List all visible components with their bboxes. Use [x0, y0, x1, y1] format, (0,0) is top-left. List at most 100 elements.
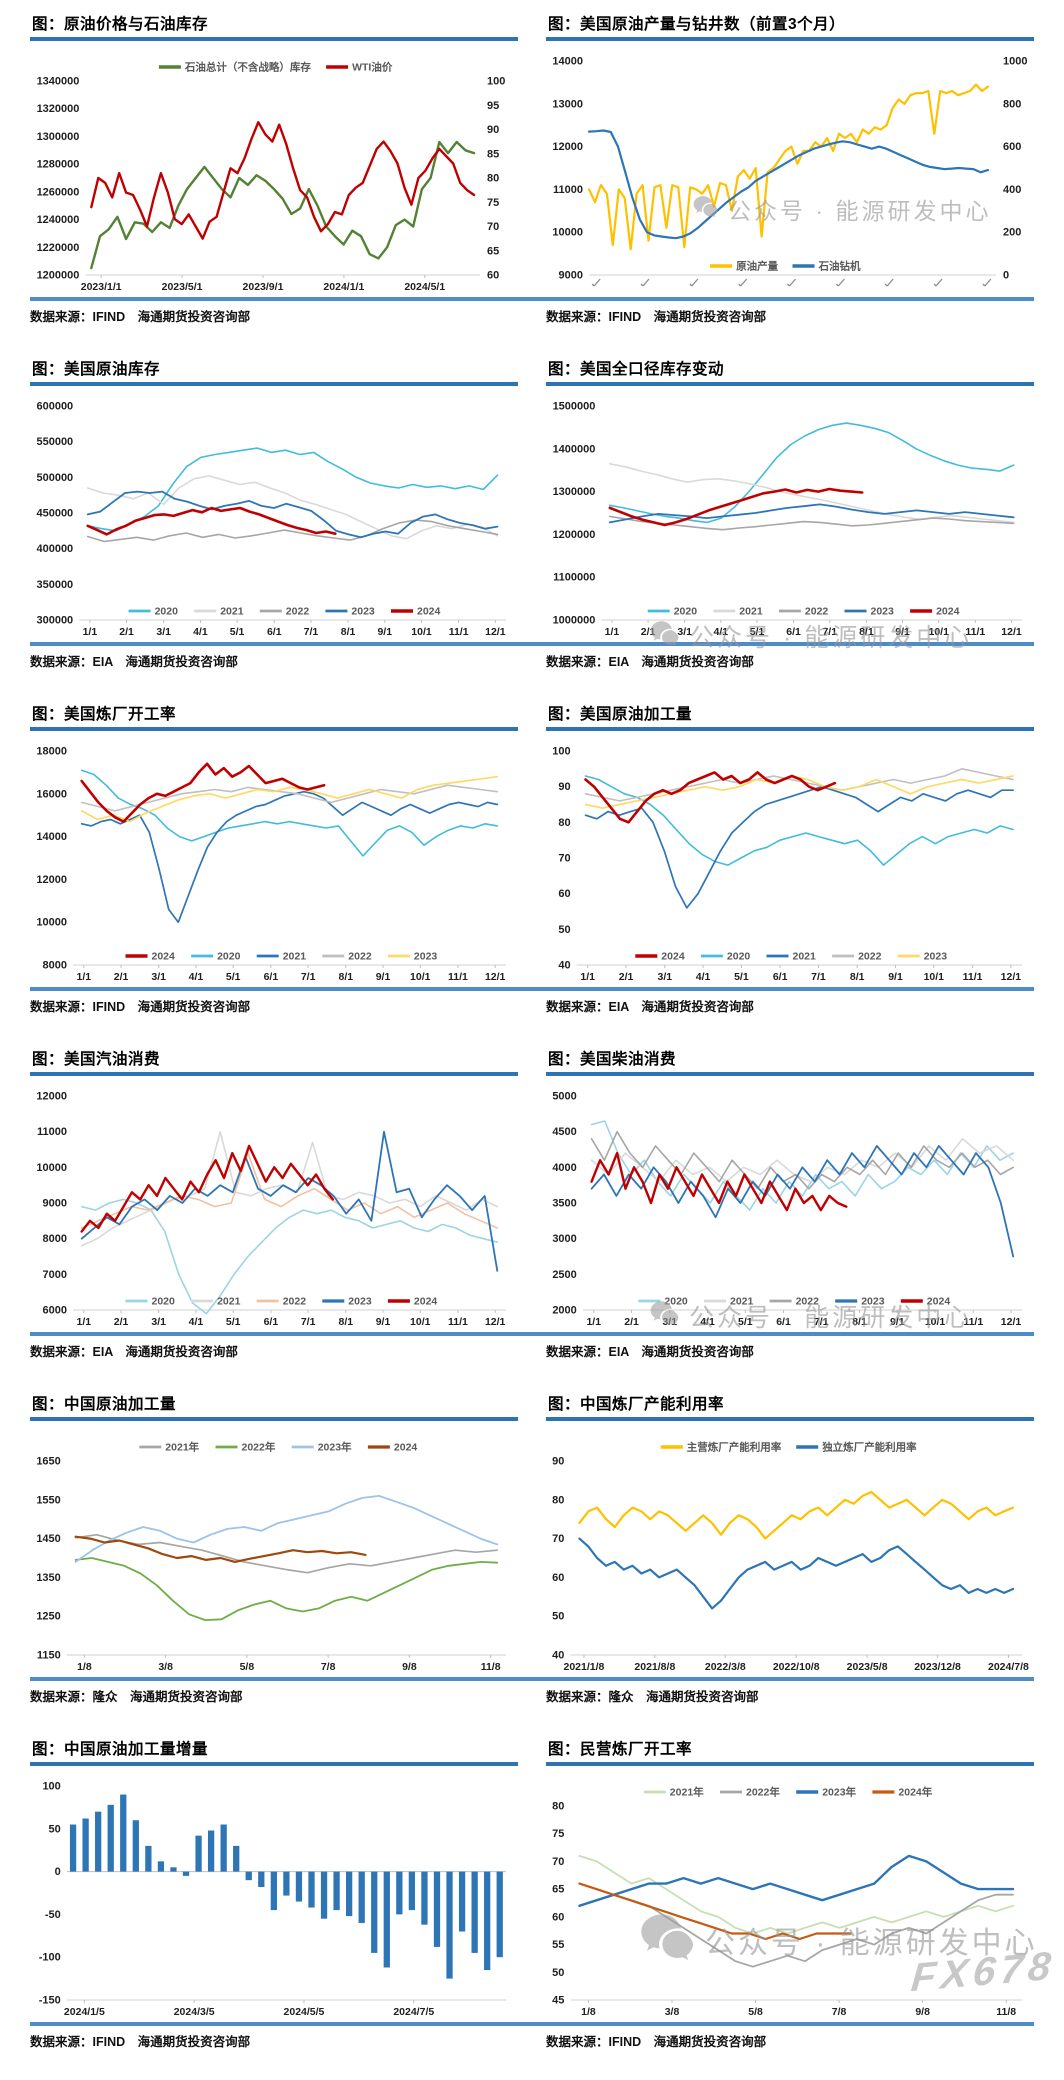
- svg-text:2023: 2023: [924, 951, 948, 963]
- svg-text:2024: 2024: [417, 606, 441, 618]
- x-axis-labels: 1/1 2/1 3/1 4/1 5/1 6/1 7/1 8/1 9/1 10/1 11/1 12/1: [77, 965, 506, 983]
- svg-text:11/1: 11/1: [963, 971, 983, 983]
- y-axis-left-labels: 12000 11000 10000 9000 8000 7000 6000: [36, 1091, 67, 1317]
- data-source: 数据来源：IFIND 海通期货投资咨询部: [30, 310, 251, 324]
- x-axis-rotated-ticks: [591, 278, 992, 287]
- svg-text:2024: 2024: [936, 606, 960, 618]
- source-divider-bar: [30, 297, 1034, 301]
- svg-text:2023/12/8: 2023/12/8: [914, 1661, 961, 1673]
- series-2020: [80, 769, 499, 857]
- svg-text:1450: 1450: [36, 1533, 60, 1545]
- chart-title: 图：美国原油产量与钻井数（前置3个月）: [546, 10, 1034, 41]
- svg-text:7/1: 7/1: [301, 971, 316, 983]
- y-axis-right-labels: 1000 800 600 400 200 0: [1003, 56, 1027, 282]
- source-row: 数据来源：EIA 海通期货投资咨询部 数据来源：EIA 海通期货投资咨询部: [30, 646, 1034, 670]
- svg-text:2023: 2023: [871, 606, 895, 618]
- svg-text:1/8: 1/8: [581, 2006, 596, 2018]
- chart-row-2: 图：美国原油库存 600000 550000 500000 450000 400000 35…: [30, 355, 1034, 640]
- svg-text:14000: 14000: [36, 831, 67, 843]
- svg-text:3/1: 3/1: [662, 1316, 677, 1328]
- svg-text:1650: 1650: [36, 1456, 60, 1468]
- series-2022: [80, 1152, 499, 1229]
- svg-text:10/1: 10/1: [410, 1316, 431, 1328]
- source-divider-bar: [30, 1332, 1034, 1336]
- chart-us-crude-runs: 图：美国原油加工量 100 90 80 70 60 50 40 1/1 2/1 3/1 4/1 5/1 6…: [546, 700, 1034, 985]
- svg-text:50: 50: [552, 1967, 564, 1979]
- svg-text:2/1: 2/1: [624, 1316, 639, 1328]
- svg-text:2020: 2020: [664, 1296, 688, 1308]
- svg-text:7/1: 7/1: [814, 1316, 829, 1328]
- svg-text:11/8: 11/8: [996, 2006, 1016, 2018]
- svg-text:2024: 2024: [927, 1296, 951, 1308]
- svg-text:石油总计（不含战略）库存: 石油总计（不含战略）库存: [184, 61, 311, 74]
- svg-text:9/8: 9/8: [402, 1661, 417, 1673]
- charts-grid: 图：原油价格与石油库存 1340000 1320000 1300000 1280000 1…: [30, 10, 1034, 2050]
- svg-text:2023: 2023: [414, 951, 438, 963]
- svg-text:2024/7/5: 2024/7/5: [393, 2006, 434, 2018]
- svg-text:11000: 11000: [37, 1126, 67, 1138]
- svg-text:11/1: 11/1: [965, 626, 985, 638]
- svg-text:70: 70: [552, 1856, 564, 1868]
- x-axis-labels: 1/1 2/1 3/1 4/1 5/1 6/1 7/1 8/1 9/1 10/1 11/1 12/1: [77, 1310, 506, 1328]
- svg-text:350000: 350000: [36, 579, 73, 591]
- series-原油产量: [587, 83, 989, 251]
- svg-text:1300000: 1300000: [37, 131, 80, 143]
- legend: 主营炼厂产能利用率 独立炼厂产能利用率: [660, 1441, 917, 1454]
- svg-text:11/1: 11/1: [448, 971, 468, 983]
- y-axis-left-labels: 5000 4500 4000 3500 3000 2500 2000: [552, 1091, 576, 1317]
- svg-text:1250: 1250: [36, 1611, 60, 1623]
- svg-text:2000: 2000: [552, 1305, 576, 1317]
- svg-text:600: 600: [1003, 141, 1021, 153]
- series-2024年: [578, 1882, 852, 1941]
- svg-text:9/8: 9/8: [915, 2006, 930, 2018]
- svg-text:16000: 16000: [36, 788, 67, 800]
- x-axis-labels: 1/1 2/1 3/1 4/1 5/1 6/1 7/1 8/1 9/1 10/1 11/1 12/1: [83, 620, 506, 638]
- svg-text:2020: 2020: [155, 606, 179, 618]
- series-2020: [86, 447, 499, 532]
- series-独立炼厂产能利用率: [578, 1537, 1015, 1610]
- svg-text:450000: 450000: [36, 508, 73, 520]
- svg-text:1340000: 1340000: [37, 76, 80, 88]
- svg-text:5000: 5000: [552, 1091, 576, 1103]
- svg-text:6/1: 6/1: [773, 971, 788, 983]
- svg-text:11000: 11000: [553, 184, 583, 196]
- source-row: 数据来源：IFIND 海通期货投资咨询部 数据来源：IFIND 海通期货投资咨询部: [30, 301, 1034, 325]
- svg-text:13000: 13000: [552, 98, 583, 110]
- svg-text:2022/3/8: 2022/3/8: [705, 1661, 746, 1673]
- svg-text:5/1: 5/1: [738, 1316, 753, 1328]
- svg-text:12/1: 12/1: [485, 626, 506, 638]
- svg-text:12/1: 12/1: [1001, 626, 1022, 638]
- svg-text:2500: 2500: [552, 1269, 576, 1281]
- series-2022年: [74, 1557, 499, 1622]
- svg-text:90: 90: [558, 781, 570, 793]
- svg-text:1320000: 1320000: [37, 103, 80, 115]
- svg-text:8000: 8000: [43, 960, 67, 972]
- chart-us-production-rigs: 图：美国原油产量与钻井数（前置3个月） 14000 13000 12000 11000 1…: [546, 10, 1034, 295]
- svg-text:8/1: 8/1: [852, 1316, 867, 1328]
- svg-text:8/1: 8/1: [341, 626, 356, 638]
- svg-text:12/1: 12/1: [485, 1316, 506, 1328]
- svg-text:2024: 2024: [394, 1442, 418, 1454]
- svg-text:8000: 8000: [43, 1233, 67, 1245]
- svg-text:1300000: 1300000: [553, 486, 596, 498]
- svg-text:2024年: 2024年: [898, 1786, 932, 1799]
- y-axis-left-labels: 1500000 1400000 1300000 1200000 1100000 10000…: [553, 401, 596, 627]
- svg-text:1350: 1350: [36, 1572, 60, 1584]
- chart-plot-us-production-rigs: 14000 13000 12000 11000 10000 9000 1000 800 600 4…: [552, 56, 1027, 287]
- svg-text:5/1: 5/1: [226, 971, 241, 983]
- svg-text:80: 80: [558, 817, 570, 829]
- x-axis-labels: 2024/1/5 2024/3/5 2024/5/5 2024/7/5: [64, 2000, 434, 2018]
- series-2023年: [578, 1854, 1015, 1908]
- svg-text:原油产量: 原油产量: [736, 260, 778, 273]
- svg-text:40: 40: [558, 960, 570, 972]
- svg-text:9/1: 9/1: [890, 1316, 905, 1328]
- series-2021: [80, 790, 499, 924]
- chart-plot-crude-price-oil-inventory: 1340000 1320000 1300000 1280000 1260000 12400…: [37, 61, 506, 294]
- svg-text:75: 75: [552, 1828, 564, 1840]
- y-axis-left-labels: 100 90 80 70 60 50 40: [552, 746, 570, 972]
- legend: 原油产量 石油钻机: [710, 260, 861, 273]
- svg-text:2021: 2021: [217, 1296, 241, 1308]
- svg-text:3/1: 3/1: [156, 626, 171, 638]
- source-divider-bar: [30, 987, 1034, 991]
